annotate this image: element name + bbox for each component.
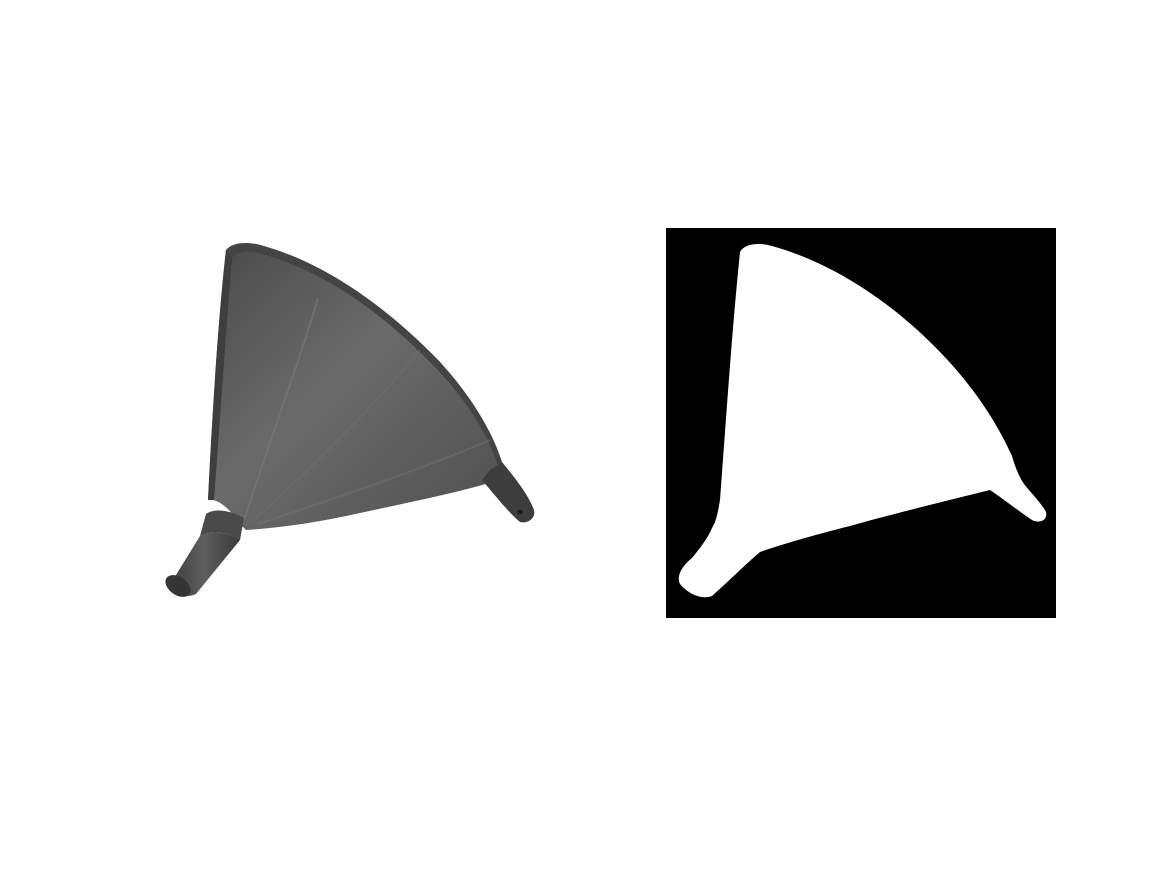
funnel-spout-tip (165, 575, 191, 597)
funnel-seam-1 (243, 297, 319, 521)
funnel-cone (208, 244, 505, 530)
funnel-seam-3 (257, 439, 491, 525)
funnel-photo-panel (120, 200, 580, 640)
funnel-mask (666, 228, 1056, 618)
funnel-mask-panel (666, 228, 1056, 618)
funnel-spout (168, 532, 240, 596)
funnel-seam-2 (251, 349, 421, 523)
funnel-tab-hole (517, 509, 523, 515)
mask-funnel-silhouette (678, 244, 1047, 598)
funnel-inner-wall (208, 250, 232, 500)
funnel-photo (165, 242, 535, 597)
funnel-spout-collar (200, 510, 244, 540)
funnel-tab (482, 462, 535, 523)
